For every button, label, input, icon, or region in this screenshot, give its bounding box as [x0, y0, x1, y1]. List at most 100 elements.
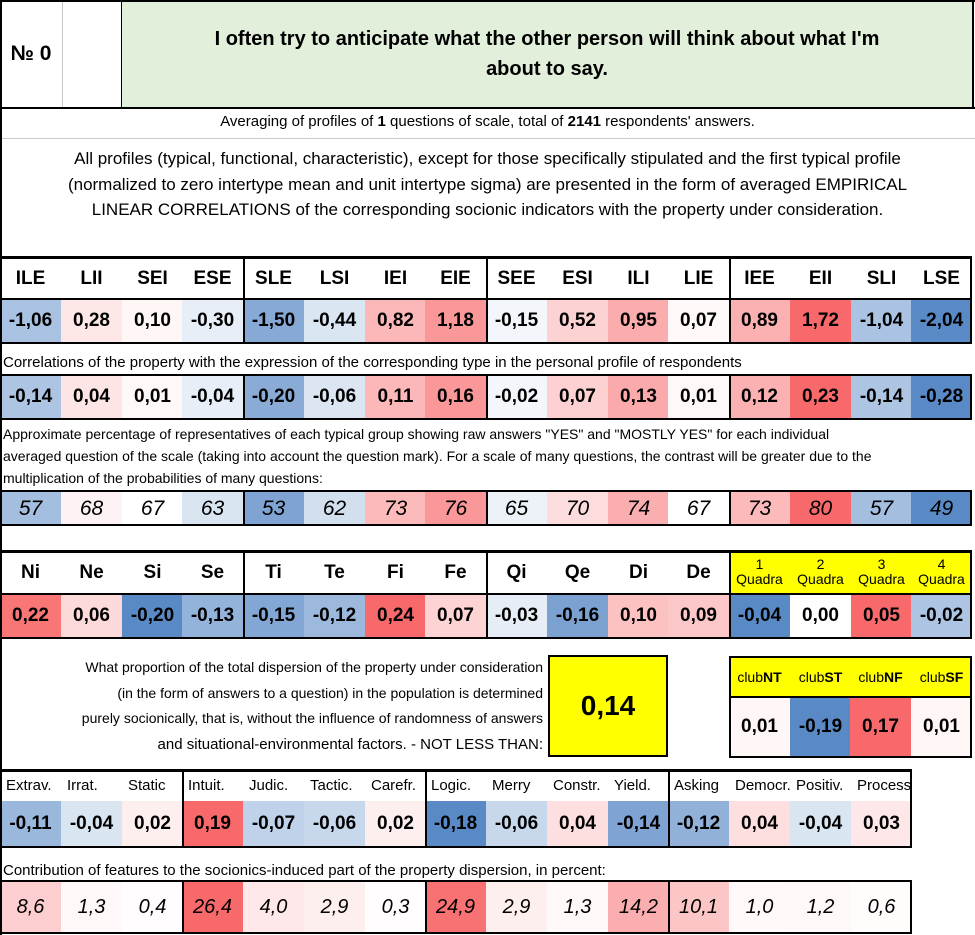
quadra-divider [243, 490, 245, 526]
outer-left [0, 0, 2, 935]
quadra-value-3: 0,05 [851, 595, 912, 637]
type-header-ILE: ILE [15, 267, 46, 289]
type-percentage-ILI: 74 [608, 492, 669, 525]
club-header-NF: club NF [850, 658, 911, 696]
clubs-right [970, 656, 972, 758]
quadra-divider [729, 374, 731, 420]
question-text: I often try to anticipate what the other… [122, 0, 972, 108]
function-header-Fe: Fe [444, 562, 467, 583]
trait-header-Yield.: Yield. [614, 777, 651, 794]
club-prefix: club [919, 669, 946, 685]
function-value-Qe: -0,16 [547, 595, 608, 637]
type-profile-SEE: -0,15 [486, 300, 547, 342]
trait-contribution-Merry: 2,9 [486, 882, 547, 932]
percent-caption: averaged question of the scale (taking i… [3, 448, 872, 464]
description: All profiles (typical, functional, chara… [0, 146, 975, 223]
percent-caption: Approximate percentage of representative… [3, 426, 830, 442]
quadra-divider [729, 550, 731, 639]
club-header-NT: club NT [729, 658, 790, 696]
type-profile-LIE: 0,07 [668, 300, 729, 342]
averaging-part: Averaging of profiles of [220, 113, 378, 130]
trait-value-Tactic.: -0,06 [304, 801, 365, 846]
trait-header-Tactic.: Tactic. [310, 777, 353, 794]
type-percentage-SEI: 67 [122, 492, 183, 525]
quadra-divider [729, 256, 731, 342]
trait-value-Positiv.: -0,04 [790, 801, 851, 846]
type-header-EIE: EIE [440, 267, 471, 289]
type-correlation-IEE: 0,12 [729, 376, 790, 418]
quadra-divider [243, 256, 245, 342]
type-header-SLE: SLE [255, 267, 292, 289]
function-header-Di: Di [629, 562, 648, 583]
quadra-divider [243, 374, 245, 420]
trait-contribution-Irrat.: 1,3 [61, 882, 122, 932]
trait-value-Logic.: -0,18 [425, 801, 486, 846]
type-correlation-ESE: -0,04 [182, 376, 243, 418]
trait-value-Process: 0,03 [851, 801, 912, 846]
type-percentage-EIE: 76 [425, 492, 486, 525]
quadra-divider [970, 256, 972, 342]
function-value-Ni: 0,22 [0, 595, 61, 637]
function-value-Ti: -0,15 [243, 595, 304, 637]
type-header-LSE: LSE [923, 267, 960, 289]
function-value-Se: -0,13 [182, 595, 243, 637]
type-header-ILI: ILI [627, 267, 650, 289]
trait-value-Static: 0,02 [122, 801, 183, 846]
trait-value-Merry: -0,06 [486, 801, 547, 846]
quadra-value-2: 0,00 [790, 595, 851, 637]
type-percentage-EII: 80 [790, 492, 851, 525]
trait-value-Extrav.: -0,11 [0, 801, 61, 846]
trait-header-Positiv.: Positiv. [796, 777, 844, 794]
group-divider [668, 769, 670, 848]
trait-contribution-Logic.: 24,9 [425, 882, 486, 932]
clubs-header-bottom [729, 696, 972, 698]
type-profile-LSE: -2,04 [911, 300, 972, 342]
trait-header-Democr.: Democr. [735, 777, 791, 794]
quadra-divider [486, 374, 488, 420]
type-header-ESE: ESE [193, 267, 232, 289]
quadra-divider [486, 490, 488, 526]
quadra-divider [970, 374, 972, 420]
description-line: LINEAR CORRELATIONS of the corresponding… [91, 200, 884, 219]
type-correlation-ILE: -0,14 [0, 376, 61, 418]
quadra-label: Quadra [736, 571, 783, 587]
trait-contribution-Intuit.: 26,4 [182, 882, 243, 932]
function-value-Te: -0,12 [304, 595, 365, 637]
function-value-De: 0,09 [668, 595, 729, 637]
group-divider [668, 880, 670, 934]
group-divider [910, 880, 912, 934]
trait-contribution-Asking: 10,1 [668, 882, 729, 932]
clubs-top [729, 656, 972, 658]
type-correlation-SLE: -0,20 [243, 376, 304, 418]
averaging-part: respondents' answers. [601, 113, 755, 130]
quadra-number: 1 [755, 556, 764, 572]
dispersion-value: 0,14 [548, 655, 668, 757]
function-header-Ne: Ne [79, 562, 104, 583]
type-percentage-ILE: 57 [0, 492, 61, 525]
trait-contribution-Process: 0,6 [851, 882, 912, 932]
type-profile-IEI: 0,82 [365, 300, 426, 342]
type-percentage-IEE: 73 [729, 492, 790, 525]
club-name: ST [824, 669, 843, 685]
header-divider [121, 0, 122, 108]
type-header-LIE: LIE [683, 267, 714, 289]
club-value-ST: -0,19 [790, 698, 851, 756]
type-header-SLI: SLI [866, 267, 897, 289]
contribution-caption: Contribution of features to the socionic… [3, 862, 606, 879]
divider [0, 138, 975, 139]
type-profile-IEE: 0,89 [729, 300, 790, 342]
club-value-NF: 0,17 [850, 698, 911, 756]
club-name: SF [945, 669, 964, 685]
types-profile-bottom [0, 342, 972, 344]
quadra-header: 4 Quadra [911, 553, 972, 593]
trait-contribution-Carefr.: 0,3 [365, 882, 426, 932]
type-header-LSI: LSI [319, 267, 350, 289]
type-profile-EIE: 1,18 [425, 300, 486, 342]
group-divider [182, 880, 184, 934]
function-header-Fi: Fi [387, 562, 404, 583]
description-line: (normalized to zero intertype mean and u… [67, 174, 908, 194]
type-profile-ESE: -0,30 [182, 300, 243, 342]
traits-top-border [0, 769, 912, 772]
top-border [0, 0, 975, 2]
type-percentage-SEE: 65 [486, 492, 547, 525]
